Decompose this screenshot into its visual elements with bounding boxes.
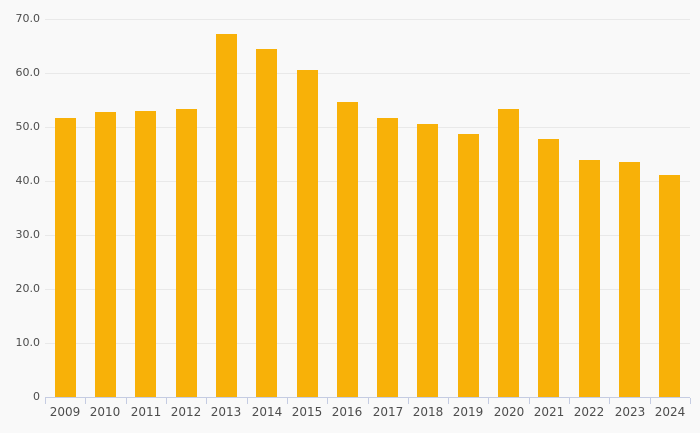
bar-2022[interactable] [579, 160, 600, 397]
x-axis-label: 2016 [331, 405, 363, 419]
x-axis-tick [85, 398, 86, 404]
x-axis-tick [247, 398, 248, 404]
x-axis-tick [569, 398, 570, 404]
x-axis-label: 2013 [210, 405, 242, 419]
gridline [45, 289, 690, 290]
gridline [45, 343, 690, 344]
x-axis-label: 2012 [170, 405, 202, 419]
bar-2011[interactable] [135, 111, 156, 397]
y-axis-label: 70.0 [15, 12, 41, 25]
x-axis-tick [368, 398, 369, 404]
x-axis-line [45, 397, 690, 398]
x-axis-label: 2019 [452, 405, 484, 419]
gridline [45, 73, 690, 74]
y-axis-label: 20.0 [15, 282, 41, 295]
x-axis-tick [327, 398, 328, 404]
x-axis-tick [529, 398, 530, 404]
x-axis-tick [45, 398, 46, 404]
x-axis-tick [206, 398, 207, 404]
bar-2010[interactable] [95, 112, 116, 397]
bar-2024[interactable] [659, 175, 680, 397]
bar-2012[interactable] [176, 109, 197, 397]
y-axis-label: 50.0 [15, 120, 41, 133]
bar-2013[interactable] [216, 34, 237, 397]
bar-2018[interactable] [417, 124, 438, 397]
y-axis-label: 0 [33, 390, 40, 403]
x-axis-tick [690, 398, 691, 404]
bar-2019[interactable] [458, 134, 479, 397]
x-axis-tick [448, 398, 449, 404]
x-axis-tick [650, 398, 651, 404]
x-axis-label: 2014 [251, 405, 283, 419]
gridline [45, 181, 690, 182]
gridline [45, 19, 690, 20]
x-axis-label: 2023 [614, 405, 646, 419]
x-axis-label: 2024 [654, 405, 686, 419]
gridline [45, 235, 690, 236]
bar-2009[interactable] [55, 118, 76, 397]
gridline [45, 127, 690, 128]
y-axis-label: 60.0 [15, 66, 41, 79]
x-axis-label: 2011 [130, 405, 162, 419]
bar-2015[interactable] [297, 70, 318, 397]
y-axis-label: 10.0 [15, 336, 41, 349]
bar-2017[interactable] [377, 118, 398, 397]
x-axis-label: 2021 [533, 405, 565, 419]
x-axis-label: 2009 [49, 405, 81, 419]
x-axis-tick [287, 398, 288, 404]
x-axis-tick [408, 398, 409, 404]
bar-2021[interactable] [538, 139, 559, 397]
x-axis-label: 2020 [493, 405, 525, 419]
x-axis-tick [609, 398, 610, 404]
x-axis-label: 2022 [573, 405, 605, 419]
x-axis-label: 2018 [412, 405, 444, 419]
x-axis-tick [166, 398, 167, 404]
bar-2014[interactable] [256, 49, 277, 397]
x-axis-label: 2010 [89, 405, 121, 419]
bar-2023[interactable] [619, 162, 640, 397]
x-axis-label: 2015 [291, 405, 323, 419]
y-axis-label: 40.0 [15, 174, 41, 187]
y-axis-label: 30.0 [15, 228, 41, 241]
x-axis-tick [488, 398, 489, 404]
x-axis-label: 2017 [372, 405, 404, 419]
bar-2016[interactable] [337, 102, 358, 397]
bar-2020[interactable] [498, 109, 519, 397]
x-axis-tick [126, 398, 127, 404]
